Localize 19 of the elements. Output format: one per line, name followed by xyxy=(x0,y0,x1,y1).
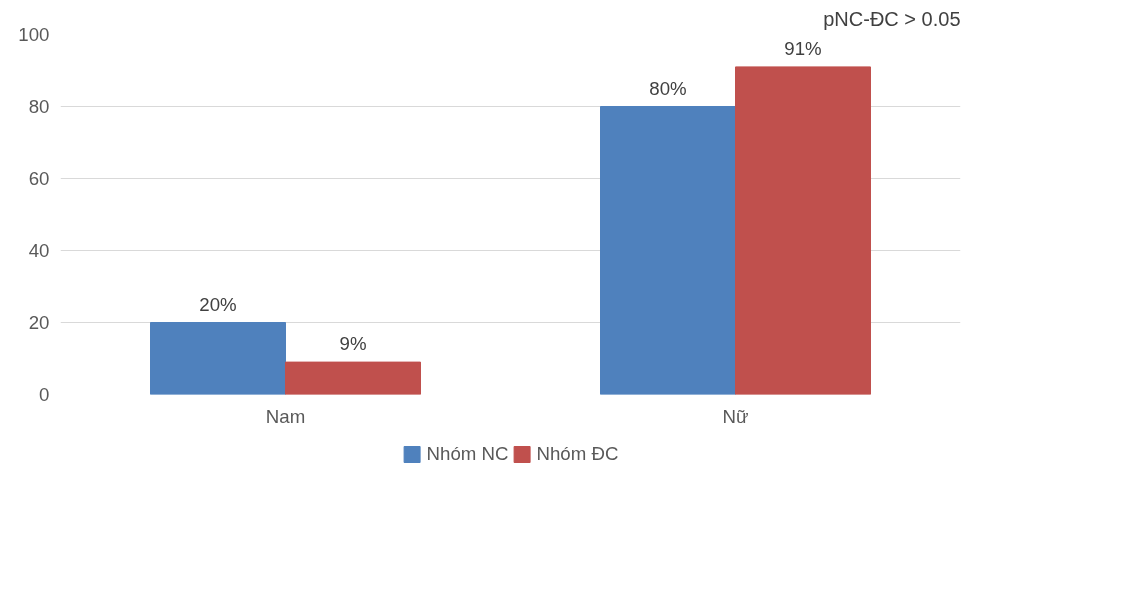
bar xyxy=(735,66,871,395)
y-tick-label: 80 xyxy=(28,96,50,117)
bar xyxy=(285,361,421,395)
x-tick-label: Nữ xyxy=(722,405,749,427)
y-tick-label: 0 xyxy=(39,384,50,405)
data-label: 91% xyxy=(784,37,822,59)
bar xyxy=(150,322,286,395)
y-tick-label: 40 xyxy=(28,240,50,261)
legend-label: Nhóm NC xyxy=(426,443,509,465)
data-label: 9% xyxy=(339,333,367,355)
y-tick-label: 100 xyxy=(18,24,50,45)
legend-label: Nhóm ĐC xyxy=(536,443,619,465)
y-tick-label: 20 xyxy=(28,312,50,333)
x-tick-label: Nam xyxy=(265,405,306,427)
text: pNC-ĐC > 0.05 xyxy=(823,7,961,30)
data-label: 20% xyxy=(199,293,237,315)
data-label: 80% xyxy=(649,77,687,99)
bar xyxy=(600,106,736,395)
y-tick-label: 60 xyxy=(28,168,50,189)
